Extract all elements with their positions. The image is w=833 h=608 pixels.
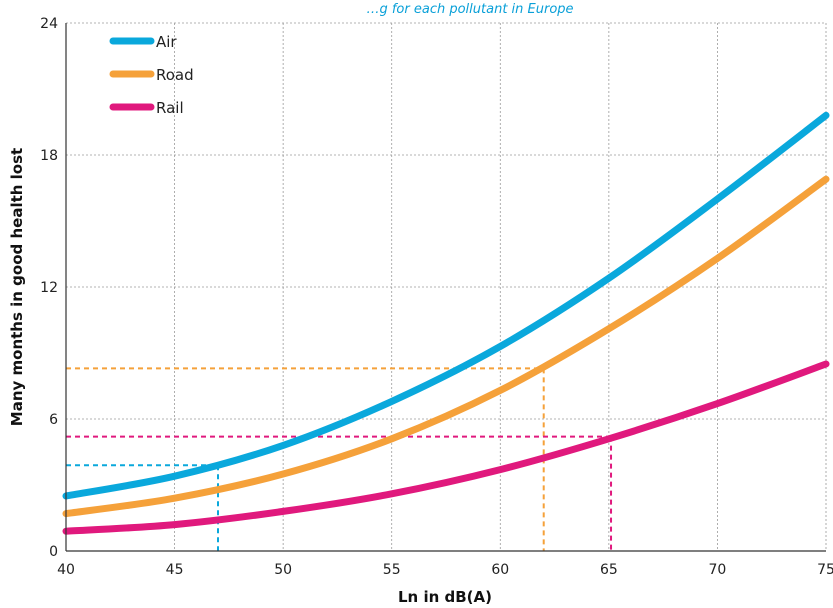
x-tick-label: 75 — [817, 562, 833, 578]
chart-title: …g for each pollutant in Europe — [366, 2, 573, 17]
axes — [65, 23, 826, 552]
series-lines — [62, 111, 830, 535]
legend-label-air: Air — [156, 33, 177, 51]
y-axis-title: Many months in good health lost — [8, 148, 26, 426]
y-tick-label: 0 — [49, 544, 58, 560]
legend: Air Road Rail — [109, 33, 194, 117]
series-line-rail — [62, 360, 830, 535]
tick-labels: 40 45 50 55 60 65 70 75 0 6 12 18 24 — [40, 16, 833, 578]
legend-label-road: Road — [156, 66, 194, 84]
x-tick-label: 40 — [57, 562, 75, 578]
x-tick-label: 60 — [491, 562, 509, 578]
x-tick-label: 70 — [709, 562, 727, 578]
x-tick-label: 65 — [600, 562, 618, 578]
legend-label-rail: Rail — [156, 99, 184, 117]
y-tick-label: 24 — [40, 16, 58, 32]
series-line-air — [62, 111, 830, 500]
y-tick-label: 12 — [40, 280, 58, 296]
x-tick-label: 50 — [274, 562, 292, 578]
y-tick-label: 6 — [49, 412, 58, 428]
y-tick-label: 18 — [40, 148, 58, 164]
x-tick-label: 55 — [383, 562, 401, 578]
x-tick-label: 45 — [166, 562, 184, 578]
series-line-road — [62, 175, 830, 518]
x-axis-title: Ln in dB(A) — [398, 588, 492, 606]
